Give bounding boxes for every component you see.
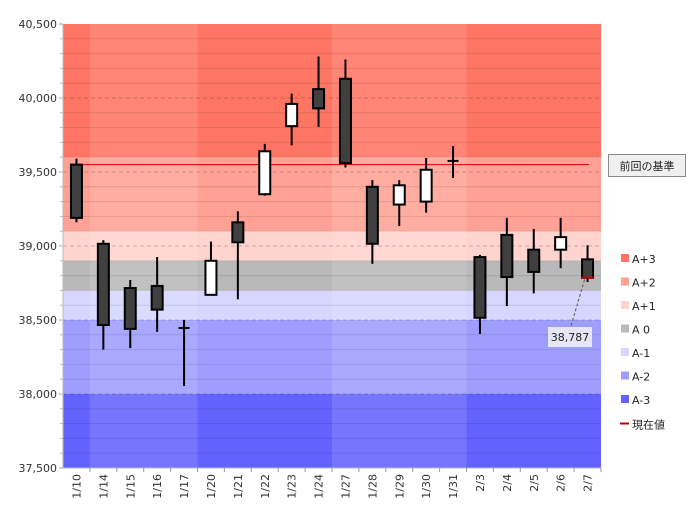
legend-label: A-1 <box>632 347 650 360</box>
y-tick-label: 39,500 <box>19 166 58 179</box>
x-tick-label: 1/22 <box>259 474 272 499</box>
candle-body <box>473 256 487 319</box>
reference-label: 前回の基準 <box>620 159 675 173</box>
candle-body <box>231 221 245 244</box>
current-value-callout: 38,787 <box>551 331 590 344</box>
band-1 <box>63 157 601 232</box>
candle-body <box>500 233 514 279</box>
x-tick-label: 1/15 <box>124 474 137 499</box>
x-tick-label: 1/20 <box>205 474 218 499</box>
candle-body <box>392 184 406 206</box>
x-tick-label: 2/3 <box>474 474 487 492</box>
legend-swatch <box>621 395 629 403</box>
y-tick-label: 40,500 <box>19 18 58 31</box>
x-tick-label: 2/5 <box>528 474 541 492</box>
x-tick-label: 1/31 <box>447 474 460 499</box>
week-stripe <box>332 24 467 468</box>
candle-body <box>285 102 299 128</box>
x-tick-label: 2/4 <box>501 474 514 492</box>
y-tick-label: 38,000 <box>19 388 58 401</box>
x-tick-label: 1/24 <box>313 474 326 499</box>
x-tick-label: 1/14 <box>97 474 110 499</box>
candle-doji <box>178 326 190 329</box>
y-tick-label: 39,000 <box>19 240 58 253</box>
x-tick-label: 1/23 <box>286 474 299 499</box>
legend-label: A-2 <box>632 371 650 384</box>
callout-leader <box>570 279 586 327</box>
band-6 <box>63 394 601 468</box>
x-tick-label: 1/17 <box>178 474 191 499</box>
legend-label: 現在値 <box>632 419 665 432</box>
y-tick-label: 37,500 <box>19 462 58 475</box>
legend-label: A 0 <box>632 324 650 337</box>
x-tick-label: 2/6 <box>555 474 568 492</box>
legend-swatch <box>621 324 629 333</box>
legend-swatch <box>621 371 629 380</box>
legend-label: A+3 <box>632 253 656 266</box>
x-tick-label: 2/7 <box>582 474 595 492</box>
candle-body <box>69 163 83 219</box>
candle-body <box>419 168 433 203</box>
candle-body <box>527 248 541 273</box>
candle-doji <box>447 159 459 162</box>
legend-swatch <box>621 254 629 262</box>
legend-swatch <box>621 348 629 356</box>
candle-body <box>581 258 595 279</box>
legend-label: A-3 <box>632 394 650 407</box>
band-5 <box>63 320 601 394</box>
candle-body <box>123 287 137 330</box>
candle-body <box>258 150 272 196</box>
x-tick-label: 1/10 <box>70 474 83 499</box>
candle-body <box>554 236 568 251</box>
x-tick-label: 1/29 <box>393 474 406 499</box>
candle-body <box>204 259 218 296</box>
legend-swatch <box>621 277 629 286</box>
callout-box <box>548 327 592 347</box>
x-tick-label: 1/16 <box>151 474 164 499</box>
candle-body <box>338 77 352 165</box>
x-tick-label: 1/28 <box>366 474 379 499</box>
y-tick-label: 40,000 <box>19 92 58 105</box>
x-tick-label: 1/21 <box>232 474 245 499</box>
candle-body <box>96 242 110 327</box>
legend-label: A+2 <box>632 277 656 290</box>
band-0 <box>63 24 601 158</box>
candle-body <box>365 185 379 245</box>
legend-swatch <box>621 301 629 309</box>
candle-body <box>150 284 164 311</box>
x-tick-label: 1/27 <box>339 474 352 499</box>
reference-label-box <box>608 154 686 177</box>
y-tick-label: 38,500 <box>19 314 58 327</box>
legend-label: A+1 <box>632 300 656 313</box>
x-tick-label: 1/30 <box>420 474 433 499</box>
candle-body <box>312 88 326 110</box>
